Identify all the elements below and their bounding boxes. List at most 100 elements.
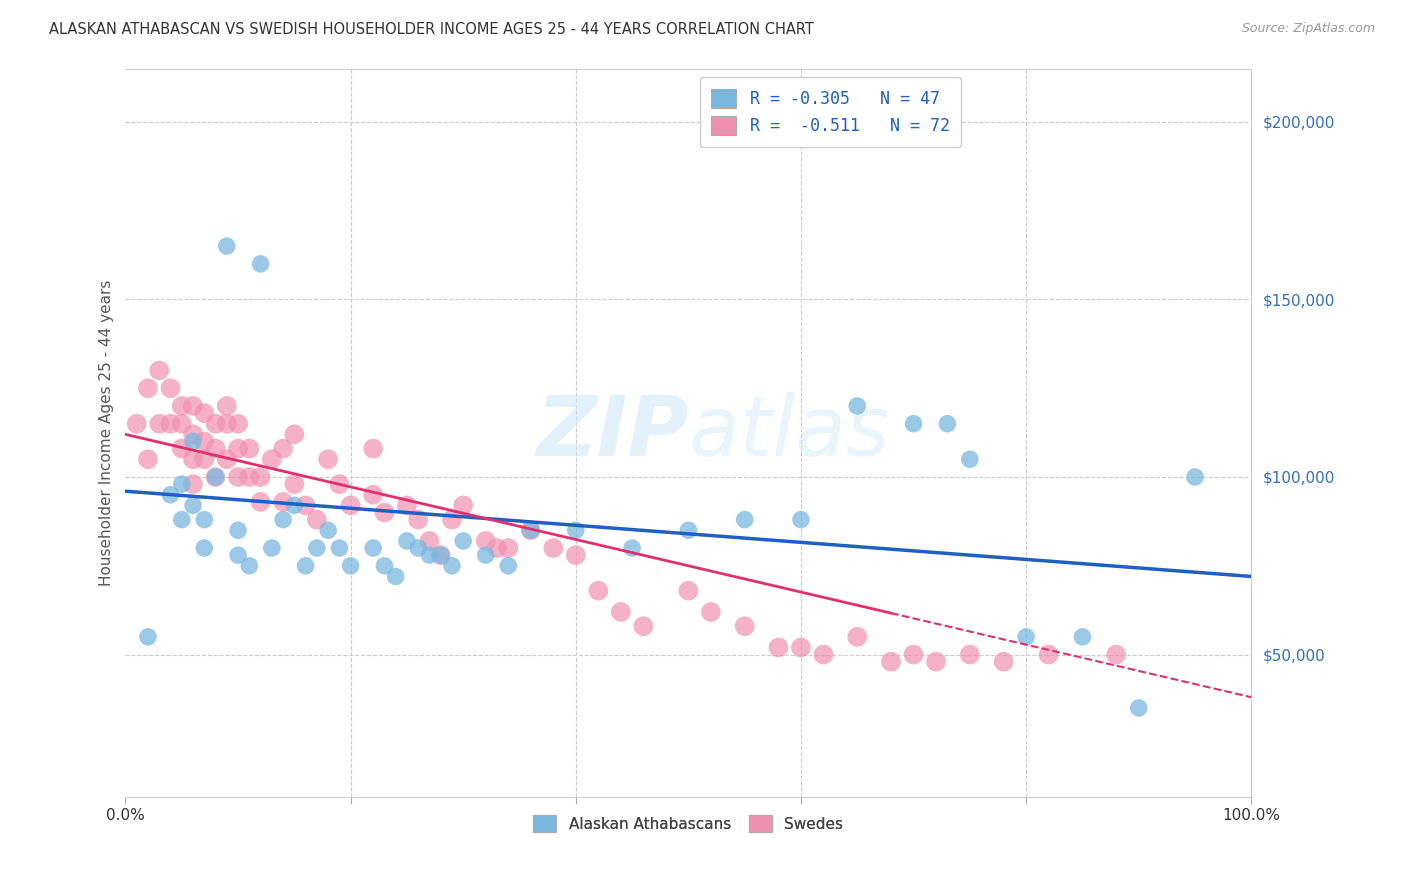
Point xyxy=(846,630,869,644)
Point xyxy=(181,427,204,442)
Point xyxy=(204,470,226,484)
Point xyxy=(406,541,429,555)
Point xyxy=(328,477,350,491)
Point xyxy=(1105,648,1128,662)
Point xyxy=(170,513,193,527)
Point xyxy=(159,488,181,502)
Point xyxy=(519,523,541,537)
Point xyxy=(474,548,496,562)
Point xyxy=(193,452,215,467)
Point xyxy=(181,452,204,467)
Point xyxy=(148,417,170,431)
Point xyxy=(204,442,226,456)
Point xyxy=(136,630,159,644)
Point xyxy=(339,558,361,573)
Point xyxy=(305,541,328,555)
Point xyxy=(181,434,204,449)
Point xyxy=(1128,701,1150,715)
Point xyxy=(125,417,148,431)
Point xyxy=(249,470,271,484)
Point xyxy=(610,605,633,619)
Point xyxy=(204,470,226,484)
Text: Source: ZipAtlas.com: Source: ZipAtlas.com xyxy=(1241,22,1375,36)
Point xyxy=(204,417,226,431)
Point xyxy=(384,569,406,583)
Point xyxy=(734,513,756,527)
Point xyxy=(215,239,238,253)
Point xyxy=(181,499,204,513)
Point xyxy=(136,381,159,395)
Point xyxy=(429,548,451,562)
Point xyxy=(249,257,271,271)
Point xyxy=(226,523,249,537)
Point xyxy=(294,558,316,573)
Point xyxy=(496,558,519,573)
Point xyxy=(813,648,835,662)
Point xyxy=(226,417,249,431)
Point xyxy=(903,648,925,662)
Point xyxy=(678,523,700,537)
Point xyxy=(339,499,361,513)
Point xyxy=(633,619,655,633)
Point xyxy=(328,541,350,555)
Point xyxy=(260,452,283,467)
Point xyxy=(1071,630,1094,644)
Point xyxy=(496,541,519,555)
Point xyxy=(226,442,249,456)
Point xyxy=(903,417,925,431)
Point xyxy=(159,381,181,395)
Point xyxy=(215,417,238,431)
Point xyxy=(170,477,193,491)
Point xyxy=(283,477,305,491)
Point xyxy=(406,513,429,527)
Point xyxy=(846,399,869,413)
Point xyxy=(316,452,339,467)
Point xyxy=(170,417,193,431)
Point xyxy=(790,513,813,527)
Text: ZIP: ZIP xyxy=(536,392,689,473)
Point xyxy=(226,470,249,484)
Point xyxy=(621,541,644,555)
Point xyxy=(959,452,981,467)
Point xyxy=(519,523,541,537)
Point xyxy=(271,495,294,509)
Point xyxy=(170,399,193,413)
Point xyxy=(440,558,463,573)
Point xyxy=(418,548,440,562)
Point xyxy=(880,655,903,669)
Point xyxy=(485,541,508,555)
Point xyxy=(451,499,474,513)
Point xyxy=(565,523,588,537)
Point xyxy=(170,442,193,456)
Point xyxy=(565,548,588,562)
Point xyxy=(1015,630,1038,644)
Text: ALASKAN ATHABASCAN VS SWEDISH HOUSEHOLDER INCOME AGES 25 - 44 YEARS CORRELATION : ALASKAN ATHABASCAN VS SWEDISH HOUSEHOLDE… xyxy=(49,22,814,37)
Point xyxy=(361,541,384,555)
Point xyxy=(271,513,294,527)
Point xyxy=(768,640,790,655)
Point xyxy=(193,513,215,527)
Point xyxy=(959,648,981,662)
Point xyxy=(790,640,813,655)
Point xyxy=(440,513,463,527)
Point xyxy=(271,442,294,456)
Point xyxy=(925,655,948,669)
Point xyxy=(373,506,395,520)
Point xyxy=(193,434,215,449)
Point xyxy=(238,470,260,484)
Point xyxy=(373,558,395,573)
Point xyxy=(181,399,204,413)
Legend: Alaskan Athabascans, Swedes: Alaskan Athabascans, Swedes xyxy=(526,807,851,840)
Point xyxy=(361,442,384,456)
Point xyxy=(316,523,339,537)
Point xyxy=(226,548,249,562)
Point xyxy=(395,499,418,513)
Point xyxy=(238,442,260,456)
Point xyxy=(543,541,565,555)
Point xyxy=(283,499,305,513)
Point xyxy=(193,541,215,555)
Y-axis label: Householder Income Ages 25 - 44 years: Householder Income Ages 25 - 44 years xyxy=(100,279,114,586)
Point xyxy=(238,558,260,573)
Point xyxy=(249,495,271,509)
Point xyxy=(678,583,700,598)
